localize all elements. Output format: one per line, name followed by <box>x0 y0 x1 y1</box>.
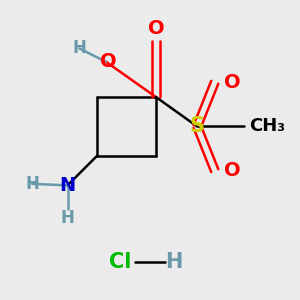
Text: CH₃: CH₃ <box>249 117 285 135</box>
Text: H: H <box>165 252 182 272</box>
Text: O: O <box>100 52 117 71</box>
Text: N: N <box>59 176 76 195</box>
Text: H: H <box>25 175 39 193</box>
Text: O: O <box>224 161 240 180</box>
Text: H: H <box>72 39 86 57</box>
Text: S: S <box>190 116 205 136</box>
Text: O: O <box>148 19 164 38</box>
Text: Cl: Cl <box>110 252 132 272</box>
Text: H: H <box>61 209 74 227</box>
Text: O: O <box>224 73 240 92</box>
